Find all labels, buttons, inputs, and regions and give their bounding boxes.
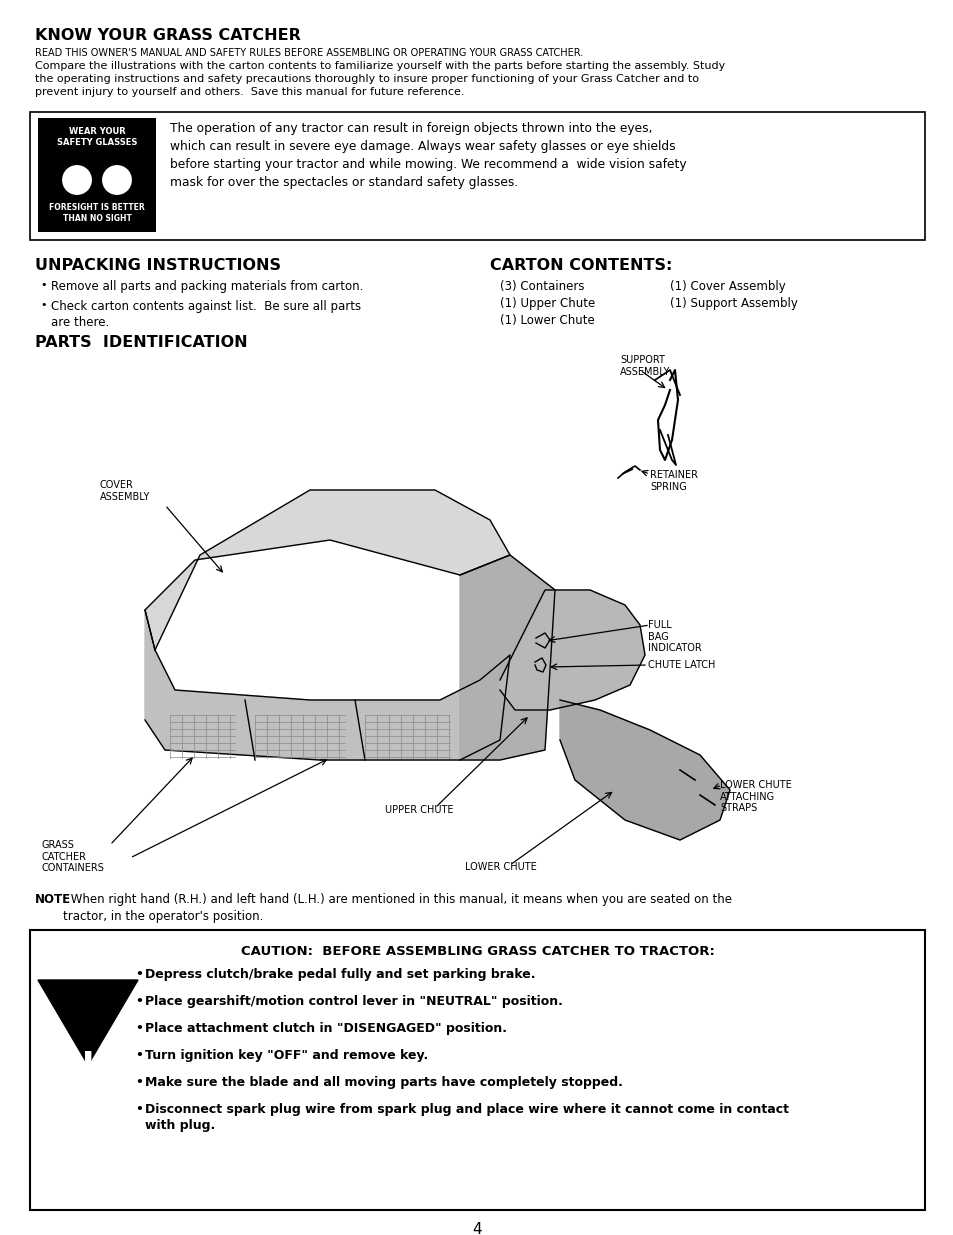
Text: •: • <box>135 1049 143 1062</box>
Text: Depress clutch/brake pedal fully and set parking brake.: Depress clutch/brake pedal fully and set… <box>145 968 535 981</box>
Text: (1) Support Assembly: (1) Support Assembly <box>669 296 797 310</box>
Polygon shape <box>145 490 510 650</box>
Text: •: • <box>40 280 47 290</box>
Text: WEAR YOUR: WEAR YOUR <box>69 127 125 136</box>
Text: The operation of any tractor can result in foreign objects thrown into the eyes,: The operation of any tractor can result … <box>170 122 686 189</box>
Text: Make sure the blade and all moving parts have completely stopped.: Make sure the blade and all moving parts… <box>145 1076 622 1089</box>
Text: COVER
ASSEMBLY: COVER ASSEMBLY <box>100 480 151 501</box>
Text: CHUTE LATCH: CHUTE LATCH <box>647 659 715 671</box>
Text: GRASS
CATCHER
CONTAINERS: GRASS CATCHER CONTAINERS <box>42 840 105 873</box>
Text: CAUTION:  BEFORE ASSEMBLING GRASS CATCHER TO TRACTOR:: CAUTION: BEFORE ASSEMBLING GRASS CATCHER… <box>240 945 714 958</box>
Text: Remove all parts and packing materials from carton.: Remove all parts and packing materials f… <box>51 280 363 293</box>
Text: !: ! <box>80 1050 96 1084</box>
Text: FULL
BAG
INDICATOR: FULL BAG INDICATOR <box>647 620 701 653</box>
Text: RETAINER
SPRING: RETAINER SPRING <box>649 471 698 492</box>
Polygon shape <box>499 590 644 710</box>
Text: Check carton contents against list.  Be sure all parts
are there.: Check carton contents against list. Be s… <box>51 300 361 330</box>
Polygon shape <box>145 610 510 760</box>
Text: THAN NO SIGHT: THAN NO SIGHT <box>63 214 132 224</box>
Text: Place attachment clutch in "DISENGAGED" position.: Place attachment clutch in "DISENGAGED" … <box>145 1023 506 1035</box>
FancyBboxPatch shape <box>30 112 924 240</box>
Circle shape <box>61 164 92 196</box>
Text: the operating instructions and safety precautions thoroughly to insure proper fu: the operating instructions and safety pr… <box>35 74 699 84</box>
Text: Turn ignition key "OFF" and remove key.: Turn ignition key "OFF" and remove key. <box>145 1049 428 1062</box>
Text: •: • <box>135 1103 143 1116</box>
Text: Place gearshift/motion control lever in "NEUTRAL" position.: Place gearshift/motion control lever in … <box>145 995 562 1008</box>
Text: •: • <box>135 995 143 1008</box>
Text: 4: 4 <box>472 1221 481 1235</box>
Text: Disconnect spark plug wire from spark plug and place wire where it cannot come i: Disconnect spark plug wire from spark pl… <box>145 1103 788 1132</box>
Circle shape <box>101 164 132 196</box>
Text: UNPACKING INSTRUCTIONS: UNPACKING INSTRUCTIONS <box>35 258 281 273</box>
Text: : When right hand (R.H.) and left hand (L.H.) are mentioned in this manual, it m: : When right hand (R.H.) and left hand (… <box>63 893 731 923</box>
Text: PARTS  IDENTIFICATION: PARTS IDENTIFICATION <box>35 335 248 350</box>
Polygon shape <box>38 981 138 1065</box>
Text: SAFETY GLASSES: SAFETY GLASSES <box>57 138 137 147</box>
Text: FORESIGHT IS BETTER: FORESIGHT IS BETTER <box>49 203 145 212</box>
Text: •: • <box>135 968 143 981</box>
Polygon shape <box>459 555 555 760</box>
Text: (1) Cover Assembly: (1) Cover Assembly <box>669 280 785 293</box>
FancyBboxPatch shape <box>30 930 924 1210</box>
FancyBboxPatch shape <box>38 119 156 232</box>
Text: •: • <box>135 1023 143 1035</box>
Text: READ THIS OWNER'S MANUAL AND SAFETY RULES BEFORE ASSEMBLING OR OPERATING YOUR GR: READ THIS OWNER'S MANUAL AND SAFETY RULE… <box>35 48 582 58</box>
Text: •: • <box>40 300 47 310</box>
Polygon shape <box>559 700 729 840</box>
Text: SUPPORT
ASSEMBLY: SUPPORT ASSEMBLY <box>619 354 670 377</box>
Text: prevent injury to yourself and others.  Save this manual for future reference.: prevent injury to yourself and others. S… <box>35 86 464 98</box>
Text: (3) Containers: (3) Containers <box>499 280 584 293</box>
Text: KNOW YOUR GRASS CATCHER: KNOW YOUR GRASS CATCHER <box>35 28 300 43</box>
Text: Compare the illustrations with the carton contents to familiarize yourself with : Compare the illustrations with the carto… <box>35 61 724 70</box>
Text: (1) Lower Chute: (1) Lower Chute <box>499 314 594 327</box>
Text: UPPER CHUTE: UPPER CHUTE <box>385 805 453 815</box>
Text: LOWER CHUTE
ATTACHING
STRAPS: LOWER CHUTE ATTACHING STRAPS <box>720 781 791 813</box>
Text: LOWER CHUTE: LOWER CHUTE <box>464 862 537 872</box>
Text: CARTON CONTENTS:: CARTON CONTENTS: <box>490 258 672 273</box>
Text: (1) Upper Chute: (1) Upper Chute <box>499 296 595 310</box>
Text: NOTE: NOTE <box>35 893 71 906</box>
Text: •: • <box>135 1076 143 1089</box>
